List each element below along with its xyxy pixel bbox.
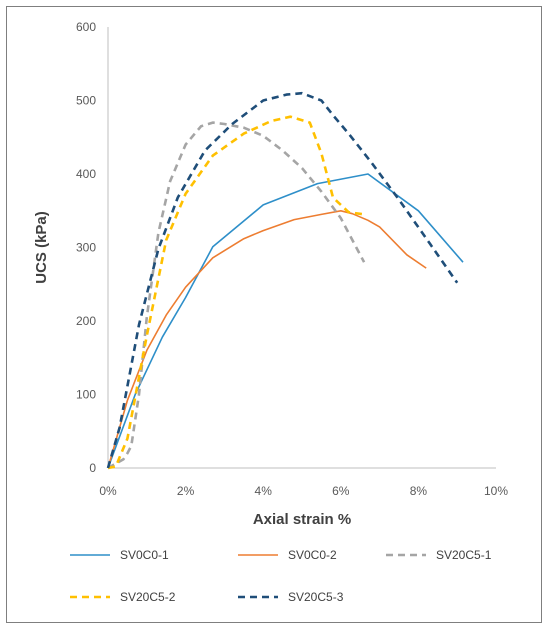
- series-line-sv20c5-1: [107, 121, 366, 470]
- axes: [107, 27, 496, 469]
- series-line-sv20c5-2: [107, 115, 365, 470]
- series-line-sv0c0-2: [107, 210, 427, 469]
- y-tick-label: 100: [76, 388, 96, 402]
- chart-frame: [6, 6, 542, 623]
- legend-label: SV0C0-2: [288, 548, 337, 562]
- legend-label: SV20C5-2: [120, 590, 176, 604]
- tick-labels: 0 100 200 300 400 500 600 0% 2% 4% 6% 8% 10%: [76, 20, 508, 498]
- y-axis-title: UCS (kPa): [33, 211, 50, 284]
- y-tick-label: 200: [76, 314, 96, 328]
- x-axis-title: Axial strain %: [253, 511, 351, 528]
- legend: SV0C0-1 SV0C0-2 SV20C5-1 SV20C5-2 SV20C5-3: [70, 548, 492, 604]
- legend-label: SV0C0-1: [120, 548, 169, 562]
- y-tick-label: 500: [76, 94, 96, 108]
- series-line-sv20c5-3: [106, 91, 459, 469]
- x-tick-label: 10%: [484, 484, 508, 498]
- x-tick-label: 2%: [177, 484, 195, 498]
- y-tick-label: 0: [89, 461, 96, 475]
- y-tick-label: 300: [76, 241, 96, 255]
- x-tick-label: 6%: [332, 484, 350, 498]
- x-tick-label: 0%: [99, 484, 117, 498]
- legend-label: SV20C5-1: [436, 548, 492, 562]
- legend-label: SV20C5-3: [288, 590, 344, 604]
- x-tick-label: 4%: [255, 484, 273, 498]
- series-line-sv0c0-1: [107, 173, 464, 469]
- y-tick-label: 600: [76, 20, 96, 34]
- series-lines: [106, 91, 464, 470]
- y-tick-label: 400: [76, 167, 96, 181]
- x-tick-label: 8%: [410, 484, 428, 498]
